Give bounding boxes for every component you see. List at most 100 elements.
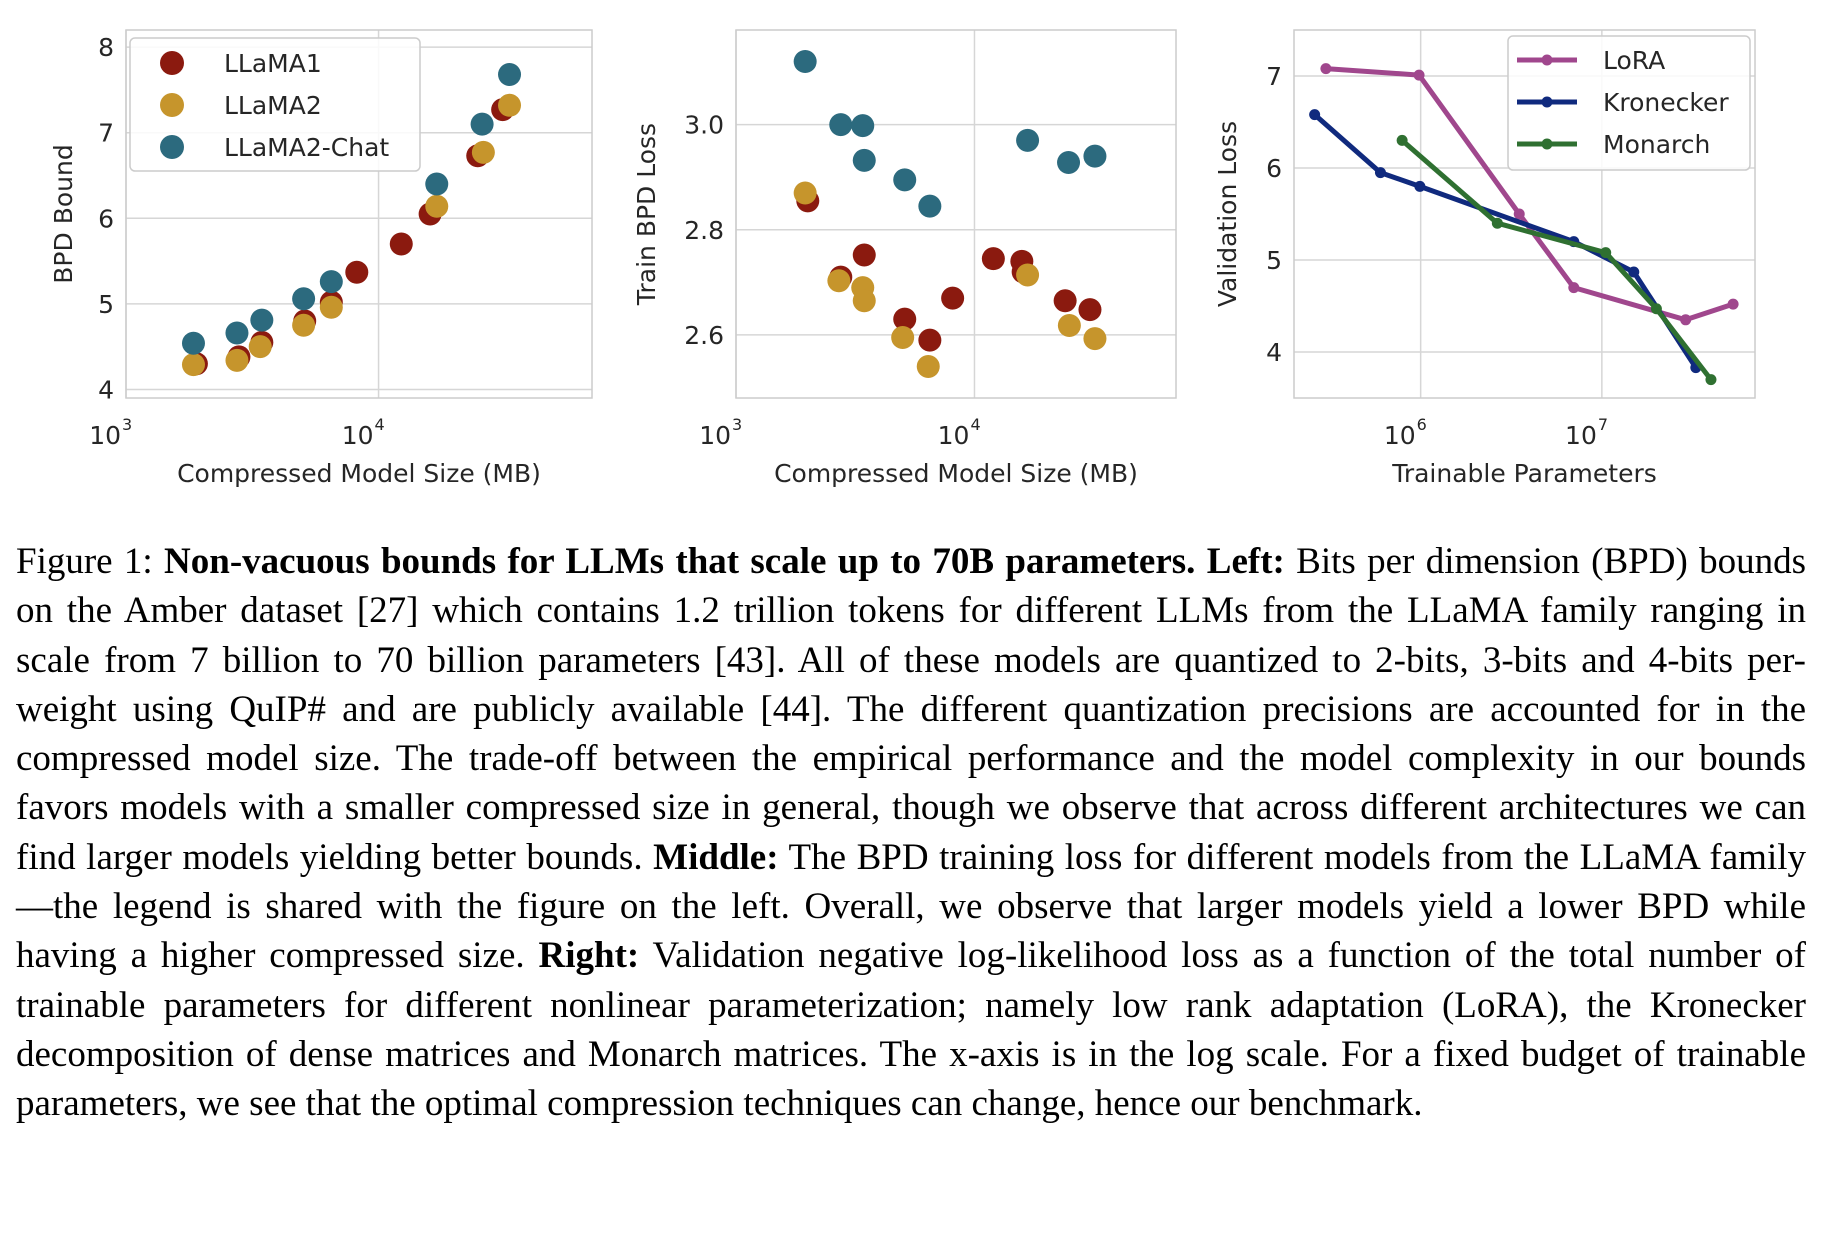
x-tick-exponent: 3 <box>732 415 742 434</box>
data-point <box>1491 217 1503 229</box>
x-tick-base: 10 <box>938 421 970 450</box>
series-line <box>1325 66 1734 323</box>
y-tick-label: 6 <box>98 204 114 233</box>
data-point <box>1680 314 1692 326</box>
series-llama2-chat <box>181 63 522 355</box>
data-point <box>793 50 817 74</box>
data-point <box>181 353 205 377</box>
y-tick-label: 3.0 <box>684 111 724 140</box>
x-tick-base: 10 <box>699 421 731 450</box>
figure-caption: Figure 1: Non-vacuous bounds for LLMs th… <box>16 537 1806 1129</box>
data-point <box>1057 313 1081 337</box>
y-tick-label: 5 <box>98 290 114 319</box>
x-tick-exponent: 6 <box>1417 415 1427 434</box>
legend-marker <box>1541 138 1553 150</box>
data-point <box>1600 247 1612 259</box>
y-axis-title: Train BPD Loss <box>632 123 661 306</box>
data-point <box>893 168 917 192</box>
x-axis-title: Compressed Model Size (MB) <box>774 459 1138 488</box>
y-axis-title: BPD Bound <box>49 144 78 283</box>
caption-lead: Figure 1: <box>16 541 165 582</box>
data-point <box>852 289 876 313</box>
data-point <box>852 243 876 267</box>
legend-marker <box>160 93 184 117</box>
data-point <box>891 326 915 350</box>
data-point <box>1513 208 1525 220</box>
data-point <box>345 260 369 284</box>
y-tick-label: 5 <box>1266 246 1282 275</box>
x-tick-base: 10 <box>89 421 121 450</box>
legend: LoRA Kronecker Monarch <box>1507 35 1751 171</box>
data-point <box>1078 298 1102 322</box>
data-point <box>829 113 853 137</box>
caption-left-text: Bits per dimension (BPD) bounds on the A… <box>16 541 1807 878</box>
legend-marker <box>160 135 184 159</box>
data-point <box>292 313 316 337</box>
data-point <box>893 307 917 331</box>
y-tick-label: 2.8 <box>684 216 724 245</box>
data-point <box>470 112 494 136</box>
legend-label: LLaMA1 <box>224 49 322 78</box>
x-tick-base: 10 <box>1384 421 1416 450</box>
data-point <box>827 269 851 293</box>
legend-box <box>129 37 421 172</box>
series-llama2 <box>181 93 522 377</box>
y-tick-label: 6 <box>1266 154 1282 183</box>
data-point <box>1053 289 1077 313</box>
y-tick-label: 8 <box>98 33 114 62</box>
data-point <box>225 348 249 372</box>
x-axis-title: Compressed Model Size (MB) <box>177 459 541 488</box>
series-llama2 <box>793 181 1107 378</box>
legend-marker <box>1541 54 1553 66</box>
legend-box <box>1507 35 1751 171</box>
data-point <box>981 247 1005 271</box>
x-axis-title: Trainable Parameters <box>1391 459 1657 488</box>
x-tick-label: 10 4 <box>342 415 385 450</box>
data-point <box>1083 327 1107 351</box>
caption-right-text: Validation negative log-likelihood loss … <box>16 935 1806 1125</box>
legend-label: Monarch <box>1603 130 1710 159</box>
data-point <box>1727 298 1739 310</box>
x-tick-base: 10 <box>1565 421 1597 450</box>
data-point <box>1413 69 1425 81</box>
x-tick-label: 10 4 <box>938 415 981 450</box>
data-point <box>1016 263 1040 287</box>
data-point <box>1374 167 1386 179</box>
x-tick-exponent: 3 <box>122 415 132 434</box>
series-kronecker <box>1309 109 1702 374</box>
data-point <box>1057 150 1081 174</box>
data-point <box>389 232 413 256</box>
data-point <box>1083 144 1107 168</box>
legend-label: Kronecker <box>1603 88 1729 117</box>
legend-label: LoRA <box>1603 46 1665 75</box>
data-point <box>1650 303 1662 315</box>
plot-frame <box>1293 29 1756 399</box>
plot-frame <box>125 29 593 399</box>
x-tick-exponent: 4 <box>375 415 385 434</box>
x-tick-label: 10 3 <box>699 415 742 450</box>
legend: LLaMA1 LLaMA2 LLaMA2-Chat <box>129 37 421 172</box>
series-monarch <box>1396 134 1717 386</box>
legend-label: LLaMA2 <box>224 91 322 120</box>
data-point <box>1309 109 1321 121</box>
x-tick-label: 10 6 <box>1384 415 1427 450</box>
series-lora <box>1320 63 1739 326</box>
data-point <box>1396 134 1408 146</box>
y-tick-label: 4 <box>1266 338 1282 367</box>
y-axis-title: Validation Loss <box>1213 121 1242 307</box>
data-point <box>918 328 942 352</box>
caption-middle-label: Middle: <box>653 836 779 878</box>
caption-left-label: Left: <box>1206 541 1285 582</box>
data-point <box>471 140 495 164</box>
x-tick-exponent: 7 <box>1598 415 1608 434</box>
data-point <box>292 287 316 311</box>
caption-right-label: Right: <box>538 935 640 977</box>
caption-title: Non-vacuous bounds for LLMs that scale u… <box>164 541 1196 582</box>
x-tick-base: 10 <box>342 421 374 450</box>
y-tick-label: 7 <box>1266 62 1282 91</box>
data-point <box>918 194 942 218</box>
data-point <box>319 295 343 319</box>
